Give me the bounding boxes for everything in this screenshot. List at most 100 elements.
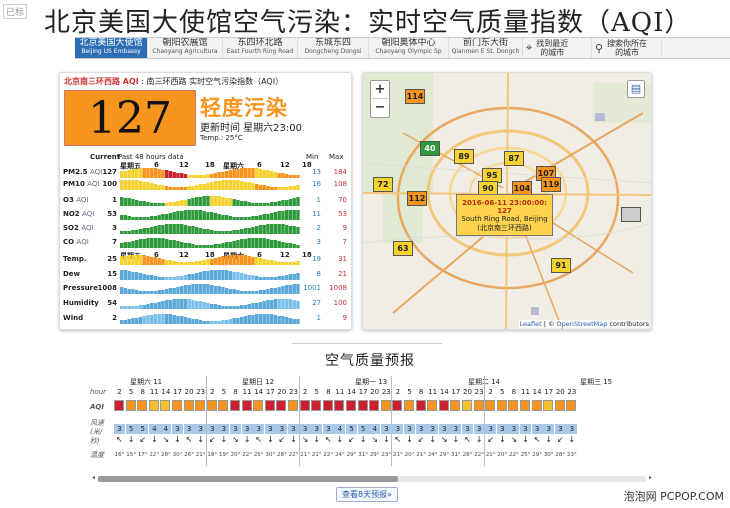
sparkline-bar <box>150 291 154 294</box>
tab-chaoyang-agricultural[interactable]: 朝阳农展馆 Chaoyang Agricultura <box>148 38 223 58</box>
station-marker[interactable]: 63 <box>393 241 413 256</box>
view-8-day-forecast-button[interactable]: 查看8天预报» <box>336 487 398 502</box>
sparkline-bar <box>273 172 278 178</box>
station-marker[interactable]: 112 <box>407 191 427 206</box>
forecast-wind-label: 风速(米/秒) <box>90 419 104 445</box>
sparkline-bar <box>127 319 131 324</box>
zoom-in-button[interactable]: + <box>371 81 389 99</box>
sparkline-bar <box>168 202 173 206</box>
sparkline-bar <box>135 318 139 324</box>
wind-direction-icon: ↘ <box>371 435 379 444</box>
sparkline-bar <box>195 210 199 220</box>
wind-direction-icon: ↘ <box>162 435 170 444</box>
wind-direction-icon: ↘ <box>440 435 448 444</box>
station-marker[interactable]: 40 <box>420 141 440 156</box>
scrollbar-thumb[interactable] <box>98 476 398 482</box>
tab-beijing-us-embassy[interactable]: 北京美国大使馆 Beijing US Embassy <box>75 38 148 58</box>
sparkline-bar <box>153 276 158 280</box>
sparkline-bar <box>172 277 176 280</box>
pollutant-max: 108 <box>333 180 347 188</box>
forecast-wind-speed: 3 <box>554 424 566 434</box>
search-city-button[interactable]: ⚲ 搜索你所在的城市 <box>592 38 662 58</box>
sparkline-bar <box>277 211 281 220</box>
osm-link[interactable]: OpenStreetMap <box>556 320 608 328</box>
sparkline-bar <box>285 299 289 309</box>
map-panel[interactable]: + − ▤ 114 40 89 87 95 107 72 112 90 104 119 63 91 20… <box>362 72 652 330</box>
wind-direction-icon: ↘ <box>510 435 518 444</box>
station-marker[interactable]: 114 <box>405 89 425 104</box>
sparkline-bar <box>266 239 270 248</box>
sparkline-bar <box>176 201 180 206</box>
forecast-hour: 2 <box>210 388 215 396</box>
forecast-temperature: 30° <box>543 452 554 458</box>
sparkline-bar <box>123 171 128 178</box>
forecast-hour: 2 <box>395 388 401 396</box>
sparkline-bar <box>228 170 233 178</box>
sparkline-bar <box>123 270 128 280</box>
sparkline-bar <box>210 230 214 234</box>
sparkline-bar <box>225 231 229 234</box>
sparkline-bar <box>251 227 255 234</box>
sparkline-bar <box>251 303 255 309</box>
sparkline-bar <box>251 291 255 294</box>
forecast-hour: 14 <box>161 388 171 396</box>
sparkline-bar <box>172 187 176 190</box>
station-marker[interactable] <box>621 207 641 222</box>
pollutant-min: 1 <box>316 314 321 322</box>
forecast-temperature: 21° <box>300 452 310 458</box>
zoom-out-button[interactable]: − <box>374 100 386 115</box>
forecast-wind-speed: 3 <box>299 424 311 434</box>
layers-icon[interactable]: ▤ <box>627 80 645 98</box>
station-marker[interactable]: 72 <box>373 177 393 192</box>
forecast-hour: 2 <box>117 388 122 396</box>
pollutant-current-value: 15 <box>107 270 117 278</box>
sparkline-bar <box>195 227 199 234</box>
forecast-wind-speed: 4 <box>334 424 346 434</box>
station-marker[interactable]: 89 <box>454 149 474 164</box>
sparkline-bar <box>183 187 188 190</box>
forecast-hour: 23 <box>567 388 577 396</box>
sparkline-bar <box>120 243 124 248</box>
forecast-hour: 2 <box>302 388 308 396</box>
pollutant-name: O3 AQI <box>63 196 89 204</box>
sparkline-bar <box>172 202 176 206</box>
sparkline-bar <box>285 243 289 248</box>
sparkline-bar <box>288 186 293 190</box>
sparkline-bar <box>161 277 165 280</box>
sparkline-bar <box>243 239 248 248</box>
sparkline-bar <box>161 259 165 265</box>
forecast-temperature: 29° <box>346 452 357 458</box>
pollutant-row-o3: O3 AQI 1 1 70 <box>63 195 351 206</box>
day-separator <box>205 376 207 466</box>
sparkline-bar <box>131 241 135 248</box>
station-marker[interactable]: 87 <box>504 151 524 166</box>
tab-east-fourth-ring[interactable]: 东四环北路 East Fourth Ring Road <box>223 38 298 58</box>
forecast-aqi-cell <box>241 400 252 411</box>
sparkline-bar <box>228 255 233 265</box>
find-nearest-city-button[interactable]: ⌖ 找到最近的城市 <box>523 38 592 58</box>
scroll-right-icon[interactable]: ▸ <box>648 474 652 481</box>
sparkline-bar <box>266 300 270 309</box>
sparkline-bar <box>236 272 240 280</box>
station-marker[interactable]: 91 <box>551 258 571 273</box>
sparkline-bar <box>123 215 128 220</box>
sparkline-bar <box>142 305 146 309</box>
sparkline-bar <box>236 217 240 220</box>
pollutant-name: NO2 AQI <box>63 210 95 218</box>
tab-dongcheng-dongsi[interactable]: 东城东四 Dongcheng Dongsi <box>298 38 369 58</box>
station-marker[interactable]: 90 <box>478 181 498 196</box>
tab-qianmen[interactable]: 前门东大街 Qianmen E St. Dongch <box>449 38 523 58</box>
station-marker[interactable]: 119 <box>541 177 561 192</box>
sparkline-bar <box>202 284 206 294</box>
sparkline-bar <box>240 168 244 178</box>
scroll-left-icon[interactable]: ◂ <box>92 474 96 481</box>
tab-chaoyang-olympic[interactable]: 朝阳奥体中心 Chaoyang Olympic Sp <box>369 38 449 58</box>
current-header: Current <box>90 153 121 161</box>
forecast-wind-speed: 3 <box>380 424 392 434</box>
sparkline-bar <box>296 284 300 294</box>
leaflet-link[interactable]: Leaflet <box>519 320 542 328</box>
forecast-scrollbar[interactable]: ◂ ▸ <box>92 474 652 482</box>
sparkline-bar <box>176 187 180 190</box>
forecast-wind-speed: 3 <box>218 424 230 434</box>
sparkline-bar <box>168 187 173 190</box>
